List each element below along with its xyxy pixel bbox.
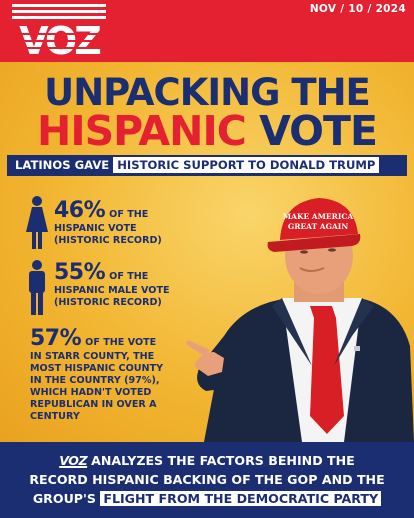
stat-2-inline: OF THE <box>109 271 149 282</box>
main-panel: UNPACKING THE HISPANIC VOTE LATINOS GAVE… <box>0 62 414 442</box>
subtitle-prefix: LATINOS GAVE <box>15 158 110 172</box>
footer-line-1: ANALYZES THE FACTORS BEHIND THE <box>91 453 355 468</box>
stat-3-line-1: IN STARR COUNTY, THE <box>30 351 155 362</box>
footer-bar: VOZ ANALYZES THE FACTORS BEHIND THE RECOR… <box>0 442 414 518</box>
title-line-2: HISPANIC VOTE <box>0 107 414 155</box>
stat-1-line-2: (HISTORIC RECORD) <box>54 235 162 246</box>
title-vote: VOTE <box>259 107 378 155</box>
title-line-1: UNPACKING THE <box>44 71 371 114</box>
title-hispanic: HISPANIC <box>37 107 247 155</box>
svg-text:VOZ: VOZ <box>19 19 100 58</box>
footer-line-3-highlight: FLIGHT FROM THE DEMOCRATIC PARTY <box>100 491 382 506</box>
stat-3-line-2: MOST HISPANIC COUNTY <box>30 363 164 374</box>
stat-2: 55% OF THE HISPANIC MALE VOTE (HISTORIC R… <box>54 260 170 309</box>
stat-1-line-1: HISPANIC VOTE <box>54 223 137 234</box>
footer-line-3-pre: GROUP'S <box>32 491 96 506</box>
stat-1: 46% OF THE HISPANIC VOTE (HISTORIC RECORD… <box>54 198 162 247</box>
stat-2-line-1: HISPANIC MALE VOTE <box>54 285 170 296</box>
man-icon <box>29 260 45 315</box>
header-bar: VOZ NOV / 10 / 2024 <box>0 0 414 62</box>
stat-3-value: 57% <box>30 326 82 351</box>
stat-3-line-4: WHICH HADN'T VOTED <box>30 387 152 398</box>
subtitle-bar: LATINOS GAVE HISTORIC SUPPORT TO DONALD T… <box>7 155 407 176</box>
stat-3-line-3: IN THE COUNTRY (97%), <box>30 375 160 386</box>
voz-logo: VOZ <box>12 4 106 58</box>
stat-2-value: 55% <box>54 260 106 285</box>
hat-line-2: GREAT AGAIN <box>288 222 349 231</box>
footer-line-2: RECORD HISPANIC BACKING OF THE GOP AND T… <box>29 472 385 487</box>
stat-3-line-5: REPUBLICAN IN OVER A <box>30 399 157 410</box>
date-label: NOV / 10 / 2024 <box>309 3 406 15</box>
stat-3-line-6: CENTURY <box>30 411 80 422</box>
stat-3-inline: OF THE VOTE <box>85 337 157 348</box>
trump-photo: MAKE AMERICA GREAT AGAIN <box>186 198 414 442</box>
footer-logo: VOZ <box>59 453 88 468</box>
stat-1-value: 46% <box>54 198 106 223</box>
woman-icon <box>26 196 48 249</box>
hat-line-1: MAKE AMERICA <box>283 212 354 221</box>
subtitle-highlight: HISTORIC SUPPORT TO DONALD TRUMP <box>113 157 380 173</box>
stat-2-line-2: (HISTORIC RECORD) <box>54 297 162 308</box>
stat-1-inline: OF THE <box>109 209 149 220</box>
stat-3: 57% OF THE VOTE IN STARR COUNTY, THE MOST… <box>30 326 163 423</box>
